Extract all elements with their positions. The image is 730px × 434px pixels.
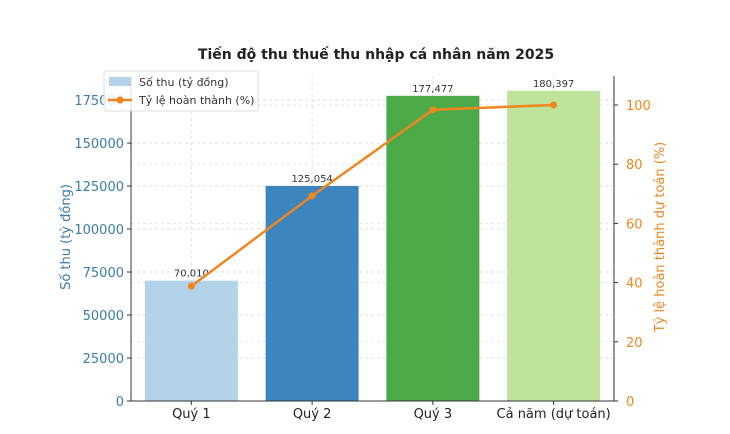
legend-line-marker [116,96,124,104]
bar [386,95,480,401]
y2-tick-label: 20 [626,336,643,351]
legend: Số thu (tỷ đồng) Tỷ lệ hoàn thành (%) [103,70,259,112]
completion-line [187,101,558,290]
y-tick-label: 125000 [74,180,124,195]
legend-bar-label: Số thu (tỷ đồng) [139,76,229,89]
line-point [187,282,195,290]
legend-bar-swatch [109,77,131,86]
bar-value-label: 180,397 [533,79,574,90]
y2-tick-label: 60 [626,217,643,232]
x-tick-label: Quý 1 [172,407,211,422]
y-axis-label: Số thu (tỷ đồng) [59,184,74,290]
y2-tick-label: 0 [626,395,634,410]
y-tick-label: 25000 [83,352,124,367]
x-tick-label: Cả năm (dự toán) [497,407,611,422]
y2-tick-label: 40 [626,277,643,292]
legend-line-label: Tỷ lệ hoàn thành (%) [138,94,254,107]
bar-value-label: 177,477 [412,84,453,95]
y-tick-label: 0 [116,395,124,410]
y2-tick-label: 100 [626,99,651,114]
y-tick-label: 75000 [83,266,124,281]
y-tick-label: 100000 [74,223,124,238]
line-path [190,103,554,288]
line-point [550,101,558,109]
line-point [429,106,437,114]
y-tick-label: 50000 [83,309,124,324]
chart-title: Tiến độ thu thuế thu nhập cá nhân năm 20… [198,46,554,63]
bars: 70,010 125,054 177,477 180,397 [144,79,601,401]
x-tick-label: Quý 3 [414,407,453,422]
bar [144,280,238,401]
y2-tick-label: 80 [626,158,643,173]
bar [265,185,359,401]
y-tick-label: 150000 [74,137,124,152]
x-tick-label: Quý 2 [293,407,332,422]
line-point [308,192,316,200]
bar [507,90,601,401]
bar-value-label: 70,010 [174,269,209,280]
axes: 0250005000075000100000125000150000175000… [74,76,651,422]
y2-axis-label: Tỷ lệ hoàn thành dự toán (%) [653,142,668,333]
bar-value-label: 125,054 [291,174,332,185]
